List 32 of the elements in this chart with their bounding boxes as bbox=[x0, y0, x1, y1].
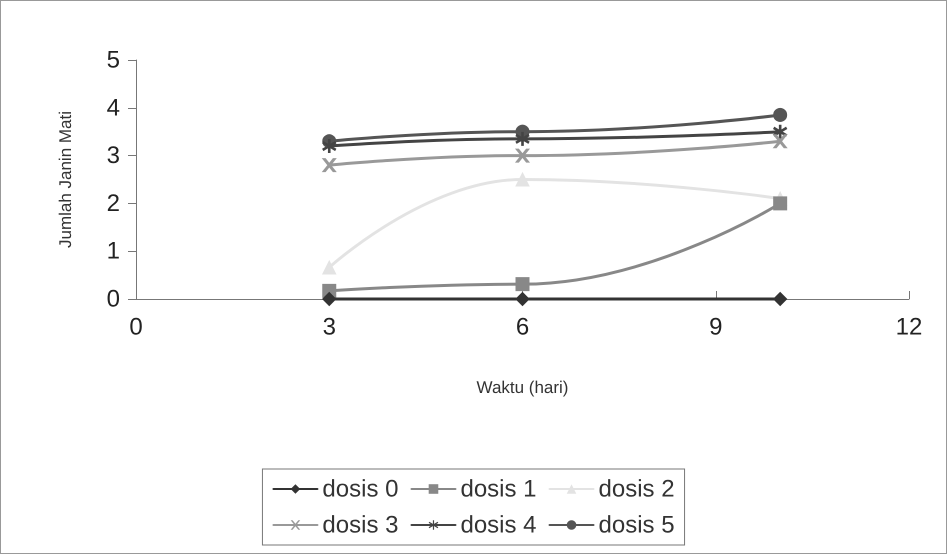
y-axis-title: Jumlah Janin Mati bbox=[56, 110, 75, 248]
point bbox=[773, 196, 788, 210]
point bbox=[516, 172, 530, 186]
x-tick-label: 0 bbox=[129, 314, 143, 340]
point bbox=[773, 292, 788, 306]
y-tick-label: 0 bbox=[106, 286, 120, 312]
y-tick-label: 1 bbox=[106, 238, 120, 265]
legend-label: dosis 2 bbox=[598, 476, 675, 502]
point bbox=[322, 260, 336, 274]
legend-label: dosis 0 bbox=[322, 476, 398, 502]
x-tick-label: 9 bbox=[709, 314, 722, 340]
legend-label: dosis 3 bbox=[322, 512, 398, 538]
x-tick-label: 12 bbox=[896, 314, 922, 340]
legend-label: dosis 1 bbox=[460, 476, 537, 502]
y-tick-label: 3 bbox=[106, 142, 120, 170]
legend-label: dosis 4 bbox=[460, 512, 537, 538]
point bbox=[516, 148, 530, 163]
x-tick-label: 3 bbox=[322, 314, 336, 340]
point bbox=[516, 132, 530, 146]
x-axis-title: Waktu (hari) bbox=[476, 378, 568, 397]
y-tick-label: 5 bbox=[106, 46, 120, 74]
x-tick-label: 6 bbox=[516, 314, 530, 340]
point bbox=[322, 139, 336, 154]
legend-label: dosis 5 bbox=[598, 512, 675, 538]
y-tick-label: 2 bbox=[106, 190, 120, 217]
point bbox=[773, 108, 788, 122]
point bbox=[516, 277, 530, 292]
point bbox=[322, 158, 336, 172]
point bbox=[773, 134, 788, 148]
point bbox=[322, 292, 336, 306]
y-tick-label: 4 bbox=[106, 94, 120, 122]
point bbox=[516, 292, 530, 306]
